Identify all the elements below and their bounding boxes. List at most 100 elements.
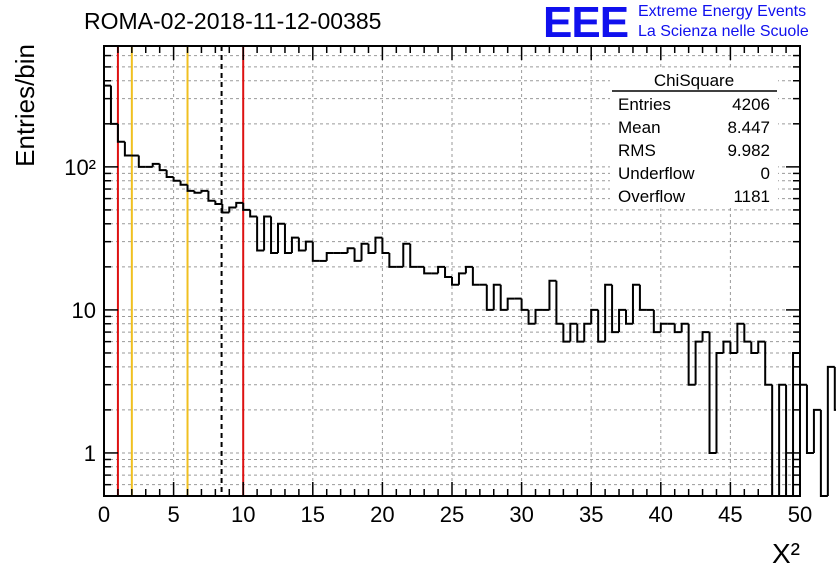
histogram-bin: [799, 352, 807, 386]
histogram-bin: [353, 248, 362, 262]
stats-value: 8.447: [727, 118, 770, 137]
histogram-bin: [597, 309, 606, 343]
histogram-bin: [750, 341, 759, 354]
stats-label: RMS: [618, 141, 656, 160]
x-tick-label: 50: [788, 502, 812, 527]
stats-box: ChiSquare Entries 4206 Mean 8.447 RMS 9.982 Un…: [610, 70, 778, 206]
histogram-bin: [548, 279, 557, 310]
histogram-bin: [499, 284, 508, 311]
logo-line-2: La Scienza nelle Scuole: [638, 23, 809, 40]
histogram-bin: [534, 308, 543, 324]
histogram-bin: [471, 266, 480, 286]
histogram-bin: [652, 309, 661, 334]
reference-lines: [116, 46, 245, 496]
y-tick-label: 10: [72, 298, 96, 323]
histogram-bin: [116, 123, 125, 143]
histogram-bin: [492, 283, 501, 310]
stats-value: 9.982: [727, 141, 770, 160]
stats-label: Overflow: [618, 187, 686, 206]
histogram-bin: [805, 384, 814, 454]
eee-logo-mark: EEE: [543, 0, 629, 47]
histogram-bin: [729, 341, 738, 354]
histogram-bin: [631, 283, 640, 324]
histogram-bin: [701, 331, 710, 342]
histogram-bin: [451, 276, 459, 286]
stats-label: Underflow: [618, 164, 695, 183]
histogram-bin: [228, 206, 237, 213]
histogram-bin: [402, 242, 411, 267]
histogram-bin: [137, 155, 146, 168]
x-tick-label: 10: [231, 502, 255, 527]
histogram-bin: [464, 265, 473, 274]
histogram-bin: [109, 85, 118, 125]
histogram-bin: [680, 322, 689, 333]
x-tick-label: 45: [718, 502, 742, 527]
histogram-bin: [743, 323, 752, 343]
histogram-bin: [360, 242, 369, 261]
histogram-bin: [256, 216, 265, 252]
histogram-bin: [249, 209, 258, 218]
histogram-bin: [207, 190, 216, 202]
histogram-bin: [659, 322, 668, 333]
chart-title: ROMA-02-2018-11-12-00385: [84, 8, 382, 34]
histogram-bin: [388, 252, 397, 268]
histogram-bin: [618, 308, 626, 333]
histogram-bin: [506, 297, 515, 310]
histogram-bin: [576, 323, 585, 343]
stats-box-background: [610, 70, 778, 206]
histogram-bin: [520, 298, 529, 311]
histogram-bin: [311, 241, 320, 262]
stats-value: 4206: [732, 95, 770, 114]
x-tick-label: 30: [509, 502, 533, 527]
histogram-bin: [304, 240, 313, 251]
histogram-bin: [485, 284, 494, 311]
histogram-bin: [367, 243, 376, 254]
histogram-bin: [242, 202, 251, 211]
histogram-bin: [193, 190, 202, 194]
stats-value: 1181: [733, 187, 770, 206]
histogram-bin: [381, 237, 390, 254]
stats-rows: Entries 4206 Mean 8.447 RMS 9.982 Underflow 0 Ov…: [618, 95, 770, 206]
histogram-bin: [444, 266, 452, 278]
histogram-bin: [123, 141, 132, 157]
histogram-bin: [214, 200, 223, 206]
histogram-bin: [569, 322, 578, 342]
x-tick-label: 0: [98, 502, 110, 527]
histogram-bin: [583, 322, 592, 342]
histogram-bin: [165, 170, 174, 178]
histogram-bin: [270, 216, 278, 254]
histogram-bin: [722, 340, 731, 353]
histogram-bin: [673, 323, 682, 334]
stats-label: Mean: [618, 118, 661, 137]
histogram-bin: [812, 408, 821, 453]
histogram-bin: [179, 180, 188, 186]
x-tick-label: 5: [167, 502, 179, 527]
histogram-bin: [708, 332, 717, 454]
histogram-bin: [409, 243, 418, 268]
histogram-bin: [283, 223, 292, 254]
y-axis-label: Entries/bin: [10, 44, 40, 167]
x-tick-label: 15: [301, 502, 325, 527]
histogram-bin: [235, 201, 244, 208]
histogram-bin: [826, 365, 835, 496]
histogram-bin: [625, 309, 633, 325]
histogram-bin: [346, 247, 355, 253]
x-axis-label: X²: [772, 538, 800, 569]
x-tick-label: 40: [649, 502, 673, 527]
histogram-bin: [778, 383, 787, 496]
histogram-bin: [833, 366, 836, 411]
stats-label: Entries: [618, 95, 671, 114]
histogram-bin: [562, 323, 571, 343]
histogram-bin: [221, 204, 230, 214]
histogram-bin: [290, 236, 299, 253]
x-tick-label: 35: [579, 502, 603, 527]
histogram-bin: [151, 162, 160, 167]
histogram-bin: [611, 284, 620, 334]
histogram-bin: [527, 309, 536, 325]
x-tick-label: 25: [440, 502, 464, 527]
histogram-bin: [555, 280, 564, 325]
histogram-bin: [297, 237, 306, 252]
histogram-bin: [200, 189, 209, 193]
histogram-bin: [694, 340, 703, 385]
